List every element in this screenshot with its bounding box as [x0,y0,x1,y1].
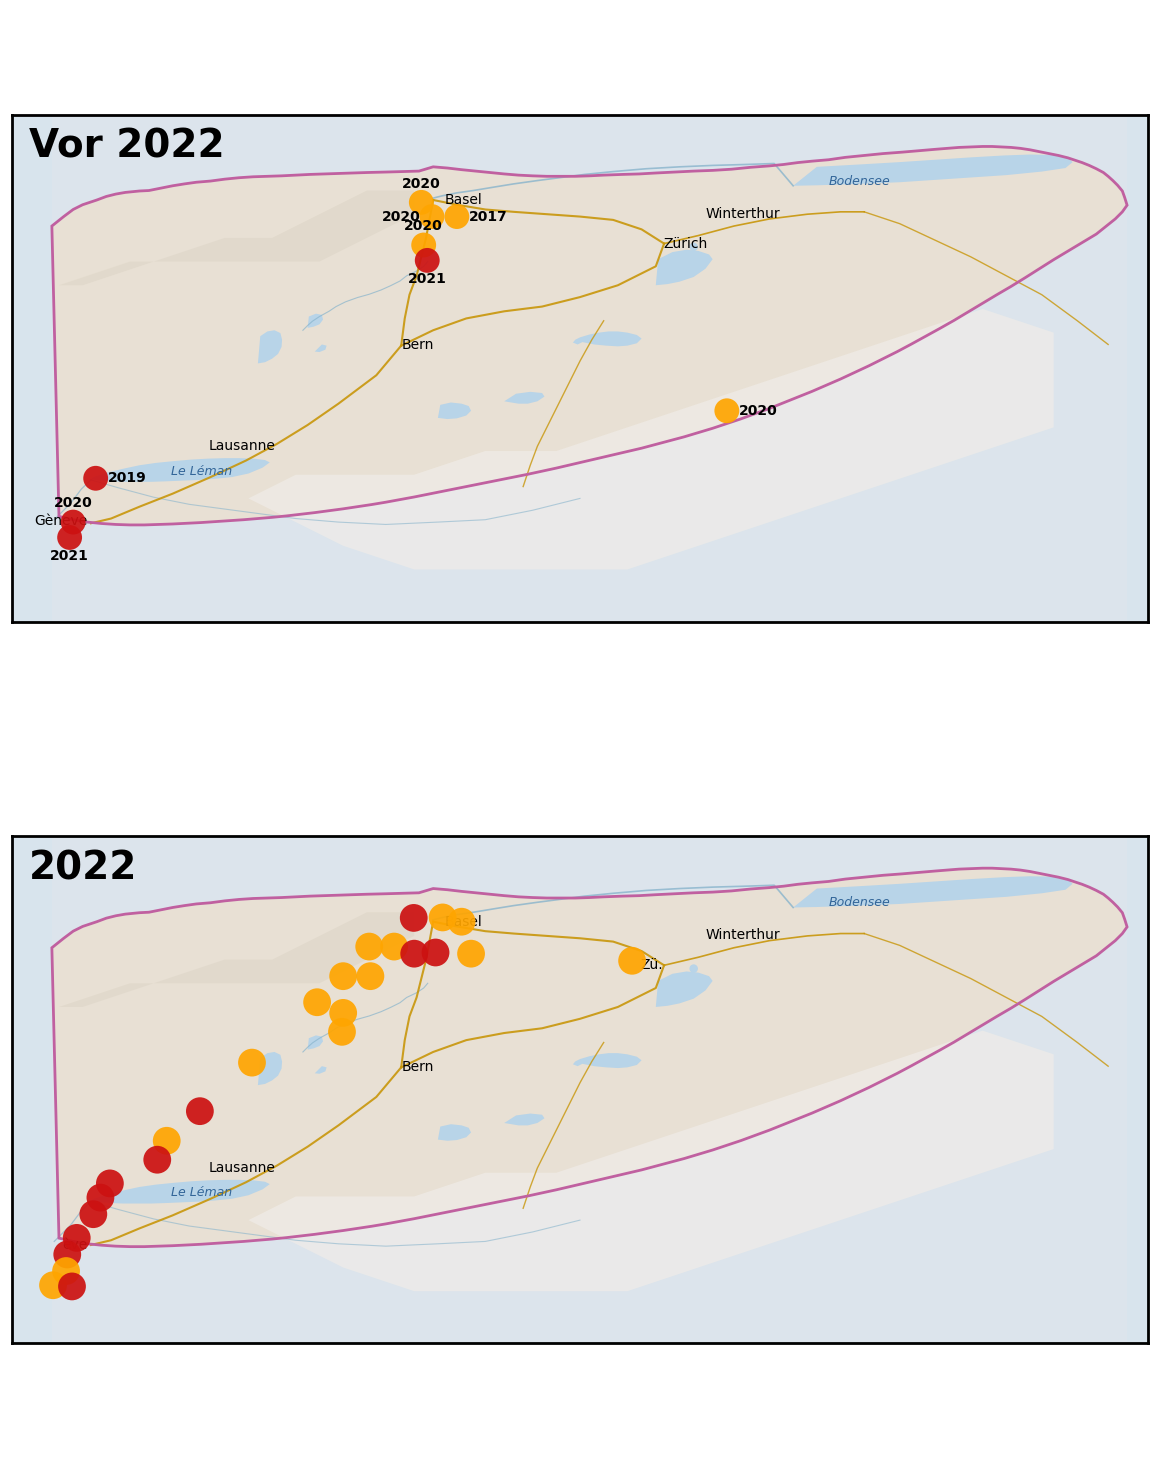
Text: Le Léman: Le Léman [171,465,232,478]
Text: Bodensee: Bodensee [828,897,891,910]
Polygon shape [793,155,1073,185]
Point [92,1185,110,1209]
Point [84,1203,102,1226]
Polygon shape [52,146,1128,525]
Point [623,949,641,972]
Point [58,1242,77,1266]
Polygon shape [52,837,1128,1343]
Point [385,935,404,958]
Polygon shape [307,313,322,328]
Point [158,1128,176,1152]
Polygon shape [573,1053,641,1069]
Point [360,935,378,958]
Text: Basel: Basel [445,916,483,929]
Text: Bern: Bern [401,338,434,351]
Polygon shape [314,1066,327,1073]
Text: 2017: 2017 [469,210,507,223]
Point [412,191,430,214]
Text: Zürich: Zürich [662,236,708,251]
Text: 2020: 2020 [405,219,443,233]
Text: 2022: 2022 [29,849,137,886]
Polygon shape [248,309,1053,570]
Text: Lausanne: Lausanne [208,1161,275,1175]
Point [60,526,79,550]
Point [63,1274,81,1298]
Point [405,907,423,930]
Polygon shape [793,876,1073,907]
Point [718,399,737,423]
Point [190,1099,209,1123]
Polygon shape [258,1053,282,1085]
Text: 2020: 2020 [53,496,93,510]
Text: 2020: 2020 [403,176,441,191]
Polygon shape [505,1114,544,1126]
Point [334,965,353,989]
Point [307,990,326,1013]
Point [414,233,433,257]
Text: Winterthur: Winterthur [705,207,780,220]
Text: Gèneve: Gèneve [34,513,87,528]
Point [44,1274,63,1298]
Point [361,965,379,989]
Polygon shape [258,331,282,363]
Circle shape [689,242,698,251]
Text: 2019: 2019 [108,471,146,486]
Point [462,942,480,965]
Point [426,940,444,964]
Polygon shape [52,115,1128,621]
Polygon shape [12,115,1148,621]
Text: Basel: Basel [445,194,483,207]
Point [452,910,471,933]
Text: 2021: 2021 [50,550,89,563]
Text: 2021: 2021 [408,273,447,286]
Polygon shape [314,344,327,351]
Polygon shape [655,249,712,286]
Polygon shape [505,392,544,404]
Polygon shape [90,458,270,481]
Point [418,249,436,273]
Point [242,1051,261,1075]
Polygon shape [438,1124,471,1140]
Text: Vor 2022: Vor 2022 [29,127,224,165]
Point [333,1021,351,1044]
Polygon shape [12,837,1148,1343]
Polygon shape [59,913,414,1007]
Point [64,510,82,534]
Polygon shape [438,402,471,418]
Text: Lausanne: Lausanne [208,439,275,453]
Text: 2020: 2020 [382,210,420,223]
Point [67,1226,86,1250]
Polygon shape [573,331,641,347]
Text: Le Léman: Le Léman [171,1187,232,1200]
Point [148,1147,167,1171]
Point [101,1172,119,1196]
Point [434,905,452,929]
Text: Bern: Bern [401,1060,434,1073]
Text: Winterthur: Winterthur [705,929,780,942]
Polygon shape [52,868,1128,1247]
Point [448,206,466,229]
Point [405,942,423,965]
Point [86,467,104,490]
Point [57,1260,75,1283]
Point [334,1002,353,1025]
Text: Bodensee: Bodensee [828,175,891,188]
Polygon shape [655,971,712,1007]
Polygon shape [90,1180,270,1203]
Polygon shape [248,1031,1053,1292]
Polygon shape [59,191,414,286]
Circle shape [689,964,698,972]
Text: 2020: 2020 [739,404,777,418]
Polygon shape [307,1035,322,1050]
Point [422,206,441,229]
Text: ève: ève [63,1238,87,1252]
Text: Zü.: Zü. [640,958,664,972]
